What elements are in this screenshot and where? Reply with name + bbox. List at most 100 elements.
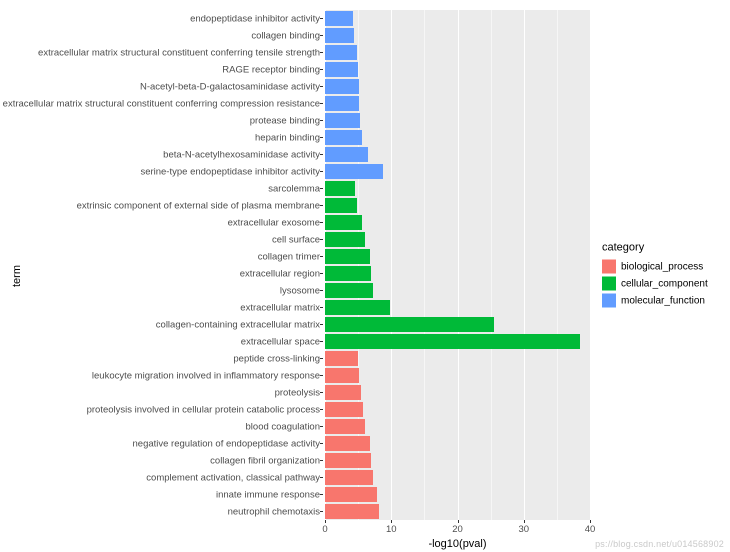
y-tick-mark — [320, 239, 323, 240]
bar — [325, 28, 354, 43]
y-tick-label: collagen binding — [251, 31, 320, 41]
bar — [325, 453, 371, 468]
y-tick-mark — [320, 477, 323, 478]
go-enrichment-barchart: term endopeptidase inhibitor activitycol… — [0, 0, 730, 552]
y-tick-label: serine-type endopeptidase inhibitor acti… — [140, 167, 320, 177]
bar — [325, 334, 580, 349]
y-tick-mark — [320, 86, 323, 87]
bar — [325, 402, 363, 417]
bars-layer — [325, 10, 590, 520]
y-tick-label: collagen fibril organization — [210, 456, 320, 466]
legend-label: molecular_function — [621, 295, 705, 306]
y-tick-label: peptide cross-linking — [233, 354, 320, 364]
y-tick-mark — [320, 443, 323, 444]
plot-panel — [325, 10, 590, 520]
bar — [325, 181, 355, 196]
watermark-text: ps://blog.csdn.net/u014568902 — [595, 539, 724, 549]
y-tick-label: proteolysis — [275, 388, 320, 398]
y-tick-mark — [320, 375, 323, 376]
y-tick-label: protease binding — [250, 116, 320, 126]
y-tick-label: blood coagulation — [246, 422, 320, 432]
x-tick-mark — [391, 520, 392, 523]
y-tick-mark — [320, 392, 323, 393]
y-tick-mark — [320, 426, 323, 427]
x-tick-label: 0 — [322, 524, 327, 535]
y-tick-mark — [320, 18, 323, 19]
bar — [325, 79, 359, 94]
legend-swatch — [602, 294, 616, 308]
y-tick-label: extracellular region — [240, 269, 320, 279]
bar — [325, 232, 365, 247]
legend-label: cellular_component — [621, 278, 708, 289]
legend-items: biological_process cellular_componentmole… — [602, 260, 708, 308]
y-tick-mark — [320, 222, 323, 223]
legend-title: category — [602, 242, 708, 254]
y-tick-label: negative regulation of endopeptidase act… — [133, 439, 321, 449]
x-tick-label: 20 — [452, 524, 463, 535]
y-tick-label: extracellular matrix structural constitu… — [3, 99, 320, 109]
y-tick-mark — [320, 273, 323, 274]
y-tick-label: collagen-containing extracellular matrix — [156, 320, 320, 330]
y-tick-mark — [320, 341, 323, 342]
y-tick-mark — [320, 256, 323, 257]
y-tick-label: endopeptidase inhibitor activity — [190, 14, 320, 24]
bar — [325, 62, 358, 77]
y-tick-mark — [320, 460, 323, 461]
bar — [325, 419, 365, 434]
y-tick-label: extracellular matrix — [240, 303, 320, 313]
bar — [325, 283, 373, 298]
bar — [325, 198, 357, 213]
bar — [325, 504, 379, 519]
y-tick-label: collagen trimer — [258, 252, 320, 262]
x-tick-label: 40 — [585, 524, 596, 535]
y-tick-label: leukocyte migration involved in inflamma… — [92, 371, 320, 381]
y-tick-mark — [320, 171, 323, 172]
bar — [325, 300, 390, 315]
y-tick-label: extrinsic component of external side of … — [77, 201, 320, 211]
y-tick-label: proteolysis involved in cellular protein… — [87, 405, 320, 415]
bar — [325, 368, 359, 383]
bar — [325, 249, 370, 264]
bar — [325, 351, 358, 366]
legend-item: cellular_component — [602, 277, 708, 291]
bar — [325, 96, 359, 111]
y-tick-mark — [320, 290, 323, 291]
bar — [325, 147, 368, 162]
x-tick-mark — [325, 520, 326, 523]
bar — [325, 130, 362, 145]
y-tick-mark — [320, 137, 323, 138]
y-tick-mark — [320, 120, 323, 121]
y-tick-label: N-acetyl-beta-D-galactosaminidase activi… — [140, 82, 320, 92]
y-tick-label: cell surface — [272, 235, 320, 245]
y-tick-label: extracellular space — [241, 337, 320, 347]
x-tick-mark — [590, 520, 591, 523]
y-tick-label: lysosome — [280, 286, 320, 296]
y-tick-label: neutrophil chemotaxis — [228, 507, 320, 517]
y-tick-label: complement activation, classical pathway — [146, 473, 320, 483]
y-tick-mark — [320, 52, 323, 53]
y-tick-label: beta-N-acetylhexosaminidase activity — [163, 150, 320, 160]
y-tick-label: heparin binding — [255, 133, 320, 143]
y-tick-label: innate immune response — [216, 490, 320, 500]
x-tick-mark — [524, 520, 525, 523]
legend-item: biological_process — [602, 260, 708, 274]
bar — [325, 436, 370, 451]
bar — [325, 385, 361, 400]
x-tick-mark — [458, 520, 459, 523]
legend-item: molecular_function — [602, 294, 708, 308]
y-tick-mark — [320, 205, 323, 206]
x-tick-label: 30 — [518, 524, 529, 535]
y-tick-label: RAGE receptor binding — [222, 65, 320, 75]
y-tick-label: extracellular exosome — [228, 218, 320, 228]
y-tick-mark — [320, 69, 323, 70]
legend-swatch — [602, 277, 616, 291]
bar — [325, 113, 360, 128]
x-axis: -log10(pval) 010203040 — [325, 520, 590, 550]
y-tick-mark — [320, 358, 323, 359]
y-tick-label: sarcolemma — [268, 184, 320, 194]
bar — [325, 45, 357, 60]
gridline-major — [590, 10, 591, 520]
y-tick-mark — [320, 188, 323, 189]
y-tick-label: extracellular matrix structural constitu… — [38, 48, 320, 58]
legend: category biological_process cellular_comp… — [602, 242, 708, 311]
